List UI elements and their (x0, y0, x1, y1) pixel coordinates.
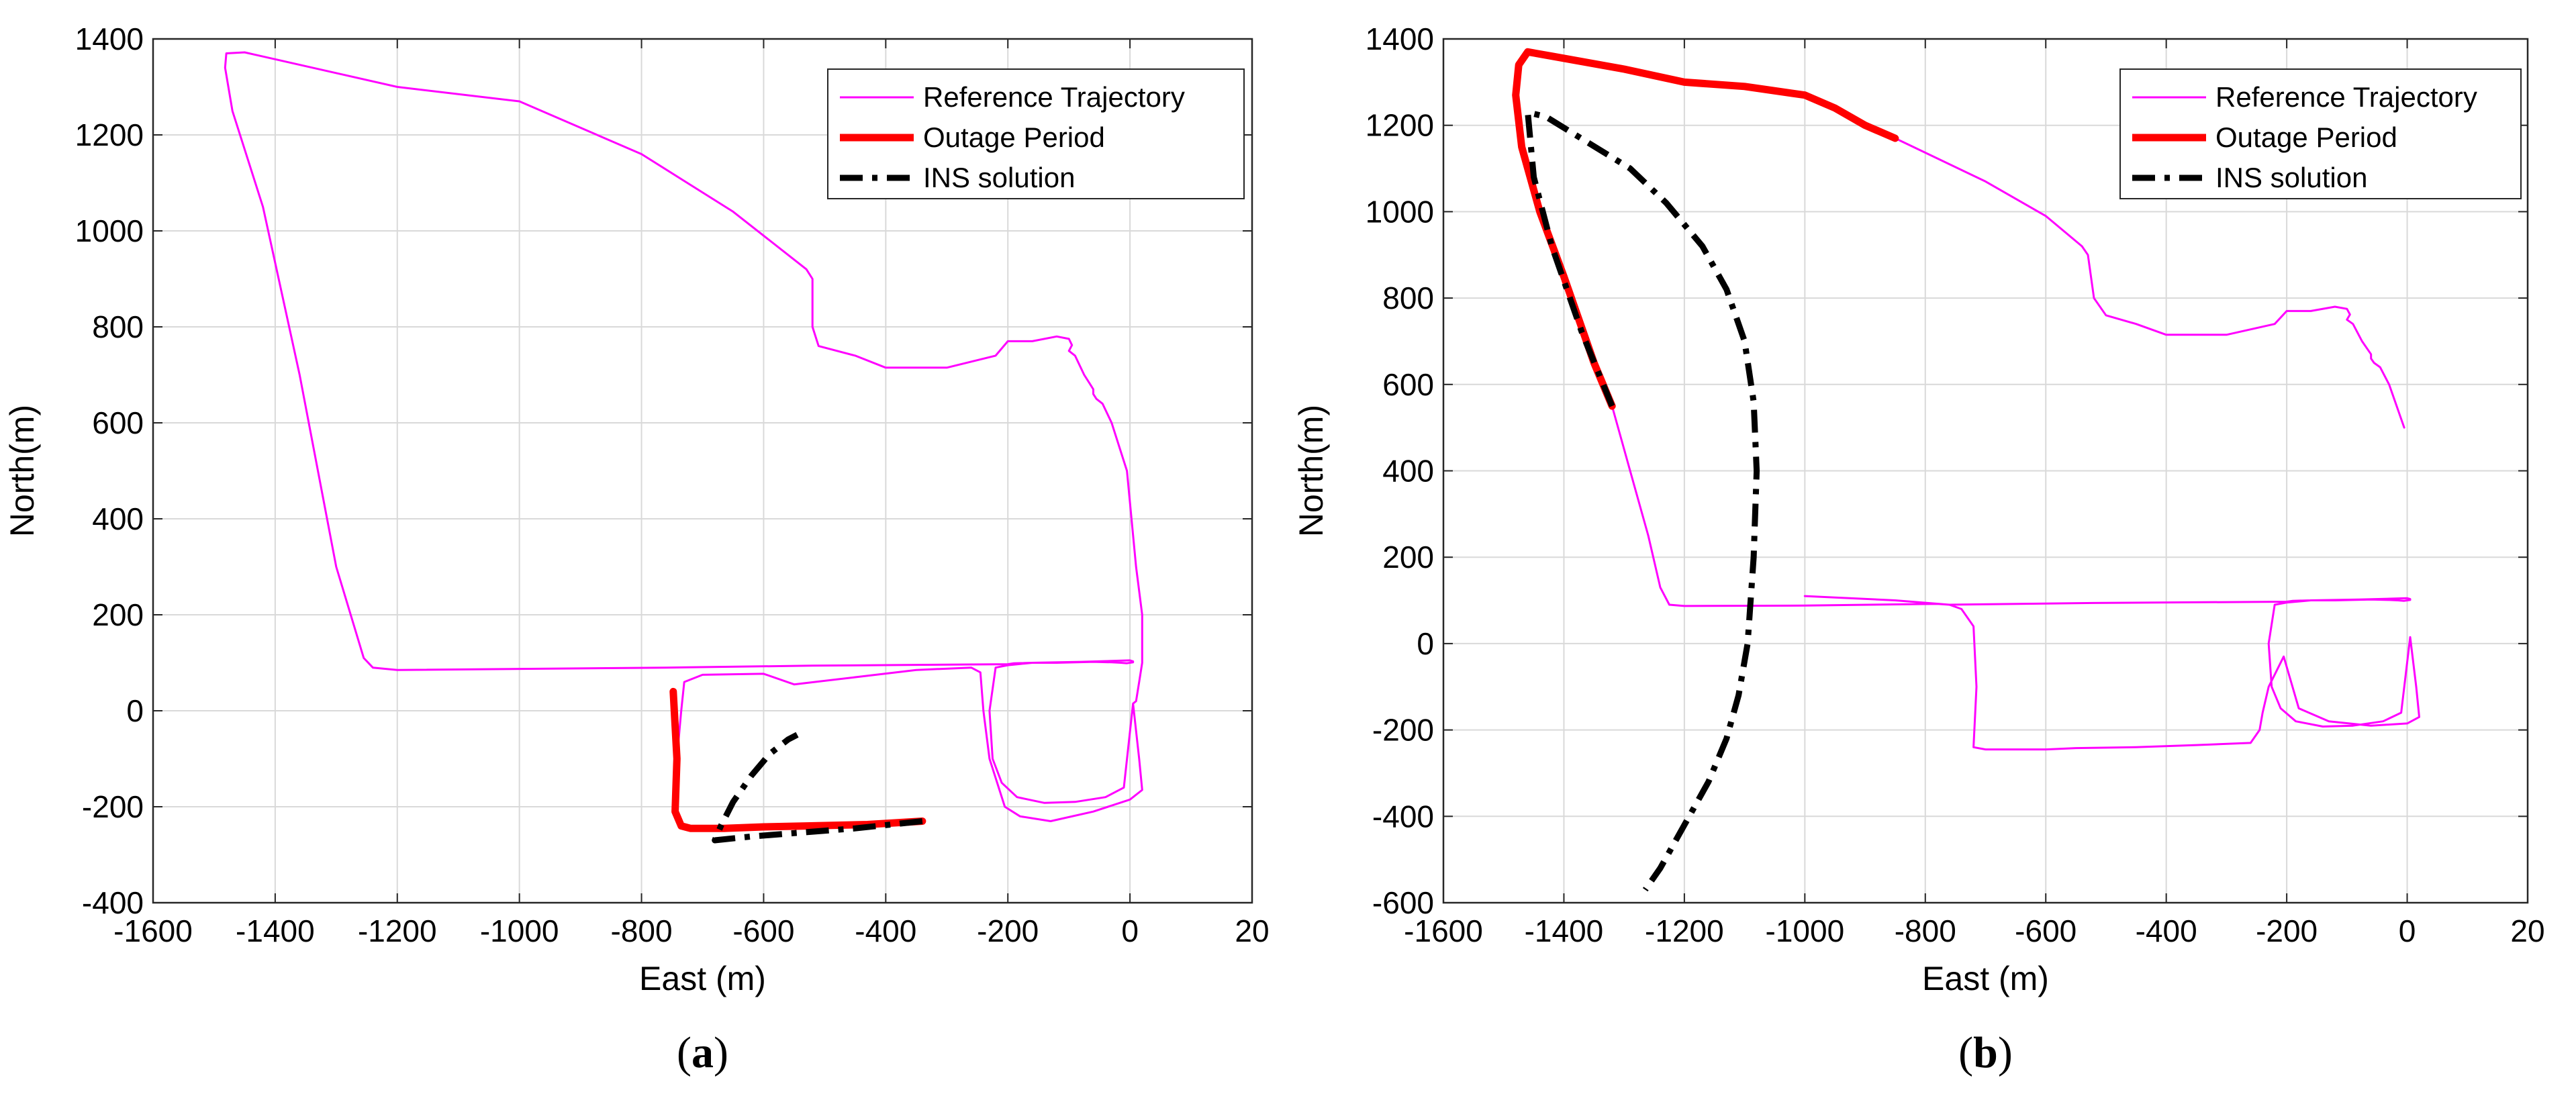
y-tick-label: 1000 (75, 213, 144, 248)
x-tick-label: -800 (611, 913, 673, 948)
legend-entry: Outage Period (923, 121, 1105, 153)
y-tick-label: -400 (1372, 799, 1434, 834)
series-reference-trajectory-segment (1894, 137, 2405, 429)
legend: Reference Trajectory Outage Period INS sol… (827, 68, 1245, 199)
y-tick-label: 1400 (75, 21, 144, 56)
panel-label: (a) (677, 1028, 728, 1077)
y-tick-label: 1200 (75, 117, 144, 152)
y-tick-label: -200 (82, 789, 144, 824)
x-axis-title: East (m) (1922, 960, 2049, 997)
x-tick-label: 20 (2510, 913, 2544, 948)
x-tick-label: -1400 (1525, 913, 1604, 948)
x-tick-label: -400 (855, 913, 916, 948)
y-tick-label: 400 (1382, 454, 1434, 489)
legend-entry: Reference Trajectory (2215, 81, 2477, 113)
series-group (1512, 48, 2420, 892)
x-tick-label: -1600 (1404, 913, 1483, 948)
y-axis-title: North(m) (1292, 405, 1330, 537)
series-reference-trajectory (1611, 405, 2420, 751)
y-tick-label: 1200 (1366, 108, 1434, 143)
x-tick-label: -1200 (358, 913, 437, 948)
y-tick-label: 0 (1417, 626, 1434, 661)
y-tick-label: 200 (92, 597, 144, 632)
chart-panel-a: -1600 -1400 -1200 -1000 -800 -600 -400 -200 0 20 -… (3, 21, 1270, 1077)
axes-box (152, 38, 1253, 904)
y-tick-label: 400 (92, 501, 144, 536)
x-tick-label: -1600 (113, 913, 193, 948)
x-tick-label: -200 (977, 913, 1039, 948)
x-tick-label: 20 (1235, 913, 1269, 948)
y-tick-label: 1400 (1366, 21, 1434, 56)
x-tick-label: -600 (2015, 913, 2077, 948)
x-tick-label: -1400 (236, 913, 315, 948)
x-axis-title: East (m) (639, 960, 766, 997)
y-tick-label: 600 (1382, 367, 1434, 402)
y-tick-label: 800 (92, 309, 144, 344)
legend-entry: INS solution (923, 162, 1075, 193)
series-outage-period (669, 687, 926, 832)
y-tick-label: 0 (126, 693, 144, 728)
series-reference-trajectory (224, 51, 1143, 830)
x-tick-label: -400 (2136, 913, 2197, 948)
x-tick-label: -1000 (480, 913, 559, 948)
legend: Reference Trajectory Outage Period INS sol… (2119, 68, 2522, 199)
x-tick-label: -1200 (1645, 913, 1724, 948)
y-tick-label: 600 (92, 405, 144, 440)
chart-panel-b: -1600 -1400 -1200 -1000 -800 -600 -400 -200 0 20 -… (1292, 21, 2545, 1077)
y-tick-label: 1000 (1366, 194, 1434, 229)
x-tick-label: 0 (1121, 913, 1139, 948)
y-tick-label: -400 (82, 885, 144, 920)
y-tick-label: 800 (1382, 281, 1434, 315)
y-tick-label: 200 (1382, 540, 1434, 575)
x-tick-label: -200 (2256, 913, 2318, 948)
legend-entry: INS solution (2215, 162, 2367, 193)
x-tick-label: -1000 (1766, 913, 1845, 948)
series-ins-solution (712, 732, 923, 844)
panel-label: (b) (1958, 1028, 2013, 1077)
legend-entry: Outage Period (2215, 121, 2397, 153)
y-tick-label: -200 (1372, 713, 1434, 748)
y-tick-label: -600 (1372, 885, 1434, 920)
series-outage-period (1512, 48, 1899, 410)
series-group (224, 51, 1143, 844)
x-tick-label: 0 (2399, 913, 2416, 948)
x-tick-label: -800 (1895, 913, 1956, 948)
x-tick-label: -600 (732, 913, 794, 948)
legend-entry: Reference Trajectory (923, 81, 1185, 113)
y-axis-title: North(m) (3, 405, 41, 537)
